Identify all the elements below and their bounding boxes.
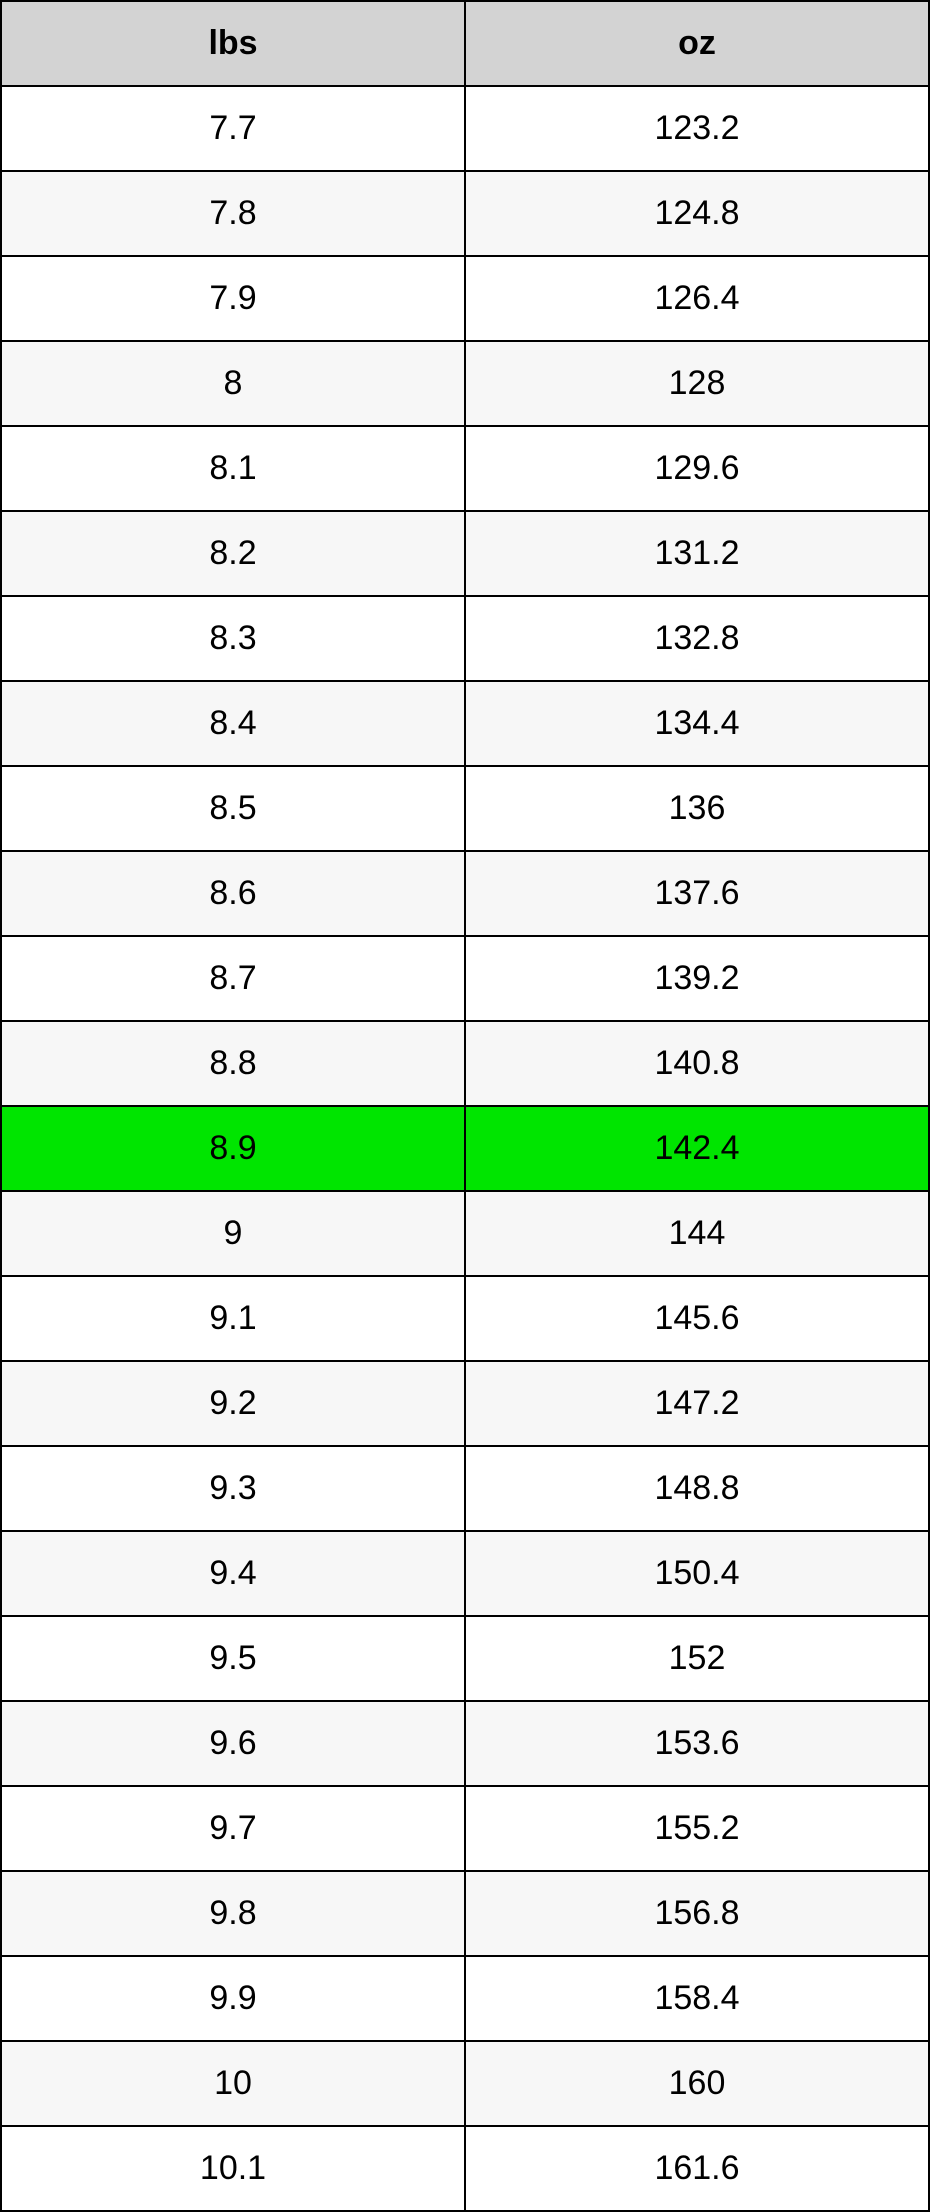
cell-lbs: 7.7 xyxy=(1,86,465,171)
table-row: 8.7139.2 xyxy=(1,936,929,1021)
cell-oz: 124.8 xyxy=(465,171,929,256)
cell-oz: 128 xyxy=(465,341,929,426)
cell-oz: 132.8 xyxy=(465,596,929,681)
cell-oz: 129.6 xyxy=(465,426,929,511)
cell-oz: 134.4 xyxy=(465,681,929,766)
table-row: 8.9142.4 xyxy=(1,1106,929,1191)
table-row: 8.3132.8 xyxy=(1,596,929,681)
cell-lbs: 9.1 xyxy=(1,1276,465,1361)
cell-oz: 148.8 xyxy=(465,1446,929,1531)
table-row: 9.4150.4 xyxy=(1,1531,929,1616)
cell-lbs: 9.9 xyxy=(1,1956,465,2041)
cell-oz: 152 xyxy=(465,1616,929,1701)
header-oz: oz xyxy=(465,1,929,86)
table-row: 10.1161.6 xyxy=(1,2126,929,2211)
table-row: 10160 xyxy=(1,2041,929,2126)
cell-lbs: 8.6 xyxy=(1,851,465,936)
cell-lbs: 8 xyxy=(1,341,465,426)
cell-oz: 123.2 xyxy=(465,86,929,171)
cell-oz: 139.2 xyxy=(465,936,929,1021)
table-row: 7.9126.4 xyxy=(1,256,929,341)
cell-oz: 142.4 xyxy=(465,1106,929,1191)
header-row: lbs oz xyxy=(1,1,929,86)
cell-oz: 144 xyxy=(465,1191,929,1276)
cell-oz: 158.4 xyxy=(465,1956,929,2041)
table-row: 9.5152 xyxy=(1,1616,929,1701)
table-row: 8.6137.6 xyxy=(1,851,929,936)
cell-oz: 156.8 xyxy=(465,1871,929,1956)
table-row: 9.9158.4 xyxy=(1,1956,929,2041)
cell-lbs: 9.2 xyxy=(1,1361,465,1446)
cell-lbs: 9 xyxy=(1,1191,465,1276)
table-row: 9.2147.2 xyxy=(1,1361,929,1446)
table-row: 8128 xyxy=(1,341,929,426)
cell-lbs: 9.5 xyxy=(1,1616,465,1701)
table-row: 7.7123.2 xyxy=(1,86,929,171)
cell-lbs: 7.8 xyxy=(1,171,465,256)
cell-lbs: 9.7 xyxy=(1,1786,465,1871)
table-row: 9.6153.6 xyxy=(1,1701,929,1786)
table-header: lbs oz xyxy=(1,1,929,86)
cell-lbs: 8.2 xyxy=(1,511,465,596)
cell-oz: 150.4 xyxy=(465,1531,929,1616)
cell-oz: 140.8 xyxy=(465,1021,929,1106)
cell-oz: 160 xyxy=(465,2041,929,2126)
cell-lbs: 8.3 xyxy=(1,596,465,681)
cell-lbs: 8.1 xyxy=(1,426,465,511)
cell-oz: 155.2 xyxy=(465,1786,929,1871)
cell-lbs: 9.4 xyxy=(1,1531,465,1616)
table-row: 9.8156.8 xyxy=(1,1871,929,1956)
table-row: 8.4134.4 xyxy=(1,681,929,766)
cell-lbs: 8.7 xyxy=(1,936,465,1021)
table-row: 8.5136 xyxy=(1,766,929,851)
conversion-table: lbs oz 7.7123.27.8124.87.9126.481288.112… xyxy=(0,0,930,2212)
table-row: 8.2131.2 xyxy=(1,511,929,596)
cell-oz: 131.2 xyxy=(465,511,929,596)
cell-lbs: 9.3 xyxy=(1,1446,465,1531)
table-body: 7.7123.27.8124.87.9126.481288.1129.68.21… xyxy=(1,86,929,2211)
cell-oz: 147.2 xyxy=(465,1361,929,1446)
cell-oz: 136 xyxy=(465,766,929,851)
table-row: 9144 xyxy=(1,1191,929,1276)
table-row: 9.7155.2 xyxy=(1,1786,929,1871)
cell-lbs: 7.9 xyxy=(1,256,465,341)
table-row: 8.1129.6 xyxy=(1,426,929,511)
table-row: 9.3148.8 xyxy=(1,1446,929,1531)
cell-lbs: 8.5 xyxy=(1,766,465,851)
cell-lbs: 10 xyxy=(1,2041,465,2126)
cell-oz: 126.4 xyxy=(465,256,929,341)
table-row: 8.8140.8 xyxy=(1,1021,929,1106)
cell-lbs: 8.9 xyxy=(1,1106,465,1191)
cell-oz: 153.6 xyxy=(465,1701,929,1786)
table-row: 7.8124.8 xyxy=(1,171,929,256)
conversion-table-container: lbs oz 7.7123.27.8124.87.9126.481288.112… xyxy=(0,0,930,2212)
table-row: 9.1145.6 xyxy=(1,1276,929,1361)
cell-lbs: 8.8 xyxy=(1,1021,465,1106)
cell-lbs: 8.4 xyxy=(1,681,465,766)
cell-lbs: 10.1 xyxy=(1,2126,465,2211)
cell-oz: 161.6 xyxy=(465,2126,929,2211)
header-lbs: lbs xyxy=(1,1,465,86)
cell-oz: 137.6 xyxy=(465,851,929,936)
cell-lbs: 9.8 xyxy=(1,1871,465,1956)
cell-oz: 145.6 xyxy=(465,1276,929,1361)
cell-lbs: 9.6 xyxy=(1,1701,465,1786)
